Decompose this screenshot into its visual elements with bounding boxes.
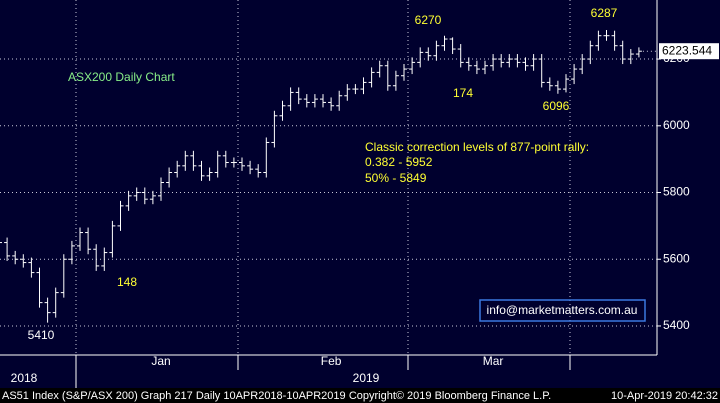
annotation: 148	[117, 275, 137, 289]
annotation: 174	[453, 86, 473, 100]
y-tick-label: 5400	[663, 318, 690, 332]
background	[0, 0, 720, 388]
chart-title: ASX200 Daily Chart	[68, 70, 175, 84]
contact-box	[479, 299, 646, 322]
y-tick-label: 5600	[663, 251, 690, 265]
note-line: 0.382 - 5952	[365, 155, 433, 169]
y-tick-label: 6000	[663, 118, 690, 132]
x-tick-label: Feb	[321, 354, 342, 368]
annotation: 6287	[591, 6, 618, 20]
note-line: Classic correction levels of 877-point r…	[365, 140, 589, 154]
x-tick-label: Jan	[151, 354, 170, 368]
year-label: 2019	[353, 371, 380, 385]
annotation: 5410	[28, 328, 55, 342]
annotation: 6096	[543, 99, 570, 113]
note-line: 50% - 5849	[365, 171, 427, 185]
contact: info@marketmatters.com.au	[487, 303, 638, 317]
annotation: 6270	[415, 13, 442, 27]
y-tick-label: 5800	[663, 185, 690, 199]
month-boundaries	[75, 0, 571, 388]
last-price-label: 6223.544	[662, 43, 712, 57]
footer-left: AS51 Index (S&P/ASX 200) Graph 217 Daily…	[2, 390, 346, 402]
x-tick-label: Mar	[483, 354, 504, 368]
year-label: 2018	[11, 371, 38, 385]
footer-right: 10-Apr-2019 20:42:32	[611, 390, 718, 402]
footer-bar	[0, 388, 720, 403]
footer-center: Copyright© 2019 Bloomberg Finance L.P.	[349, 390, 551, 402]
last-price-box	[659, 43, 719, 60]
